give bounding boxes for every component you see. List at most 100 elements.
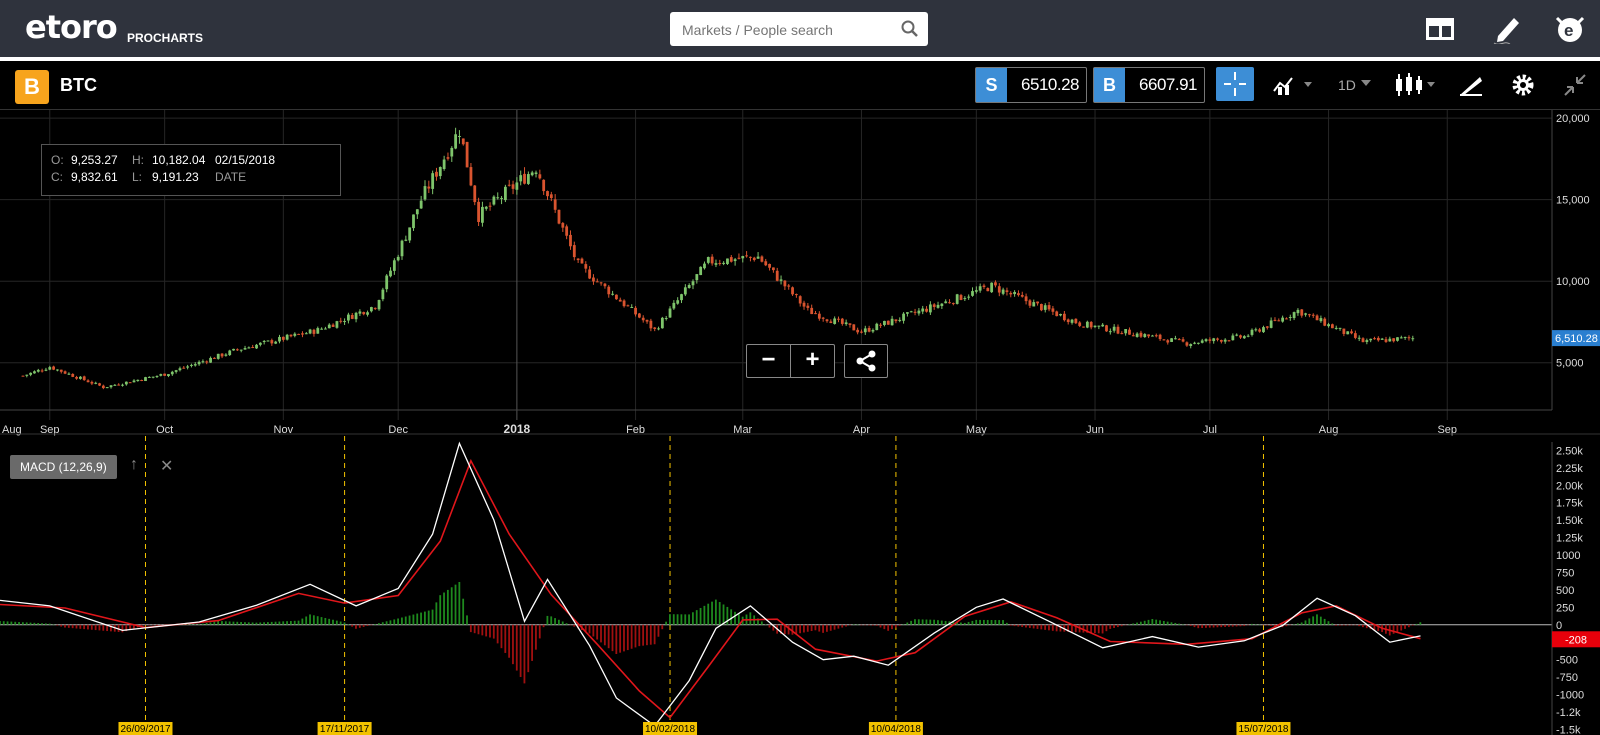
macd-remove-button[interactable]: ✕	[160, 458, 174, 475]
macd-histogram-bar	[726, 606, 729, 625]
macd-indicator-label[interactable]: MACD (12,26,9)	[10, 455, 117, 479]
candles-dropdown-icon[interactable]	[1393, 71, 1439, 99]
macd-histogram-bar	[21, 622, 24, 625]
chart-type-dropdown-icon[interactable]	[1272, 73, 1318, 97]
y-tick-label: 20,000	[1556, 113, 1590, 125]
macd-histogram-bar	[301, 618, 304, 625]
candle-body	[775, 270, 779, 281]
etoro-logo[interactable]: etoro	[25, 8, 118, 46]
candle-body	[974, 290, 978, 292]
macd-histogram-bar	[791, 624, 794, 635]
candle-body	[1288, 317, 1292, 319]
macd-histogram-bar	[14, 621, 17, 625]
candle-body	[1135, 333, 1139, 337]
sell-button[interactable]: S 6510.28	[975, 67, 1087, 103]
macd-histogram-bar	[389, 620, 392, 625]
macd-histogram-bar	[355, 624, 357, 629]
ohlc-tooltip: O: 9,253.27 H: 10,182.04 02/15/2018 C: 9…	[41, 144, 341, 196]
macd-histogram-bar	[1289, 624, 1292, 626]
macd-y-tick-label: 2.00k	[1556, 480, 1583, 492]
etoro-e-icon[interactable]: e	[1553, 12, 1587, 44]
y-tick-label: 5,000	[1556, 358, 1584, 370]
candle-body	[772, 267, 775, 271]
candle-body	[113, 384, 117, 386]
pencil-icon[interactable]	[1490, 12, 1524, 44]
search-box[interactable]	[670, 12, 928, 48]
candle-body	[1315, 315, 1319, 321]
candle-body	[1273, 319, 1277, 321]
candle-body	[1277, 320, 1281, 322]
candle-body	[140, 380, 144, 382]
macd-histogram-bar	[937, 620, 939, 625]
candle-body	[1227, 340, 1231, 342]
macd-histogram-bar	[500, 624, 503, 649]
candle-body	[833, 318, 837, 324]
drawing-tools-icon[interactable]	[1458, 73, 1484, 97]
candle-body	[392, 260, 396, 271]
buy-button[interactable]: B 6607.91	[1093, 67, 1205, 103]
macd-histogram-bar	[952, 621, 955, 625]
candle-body	[1040, 303, 1043, 311]
macd-move-up-button[interactable]: ↑	[130, 456, 138, 473]
share-button[interactable]	[844, 344, 888, 378]
zoom-out-button[interactable]: −	[747, 345, 791, 377]
settings-gear-icon[interactable]	[1510, 72, 1536, 98]
candle-body	[959, 295, 963, 300]
macd-histogram-bar	[332, 619, 334, 625]
macd-histogram-bar	[818, 624, 821, 632]
candle-body	[967, 296, 971, 298]
candle-body	[151, 376, 155, 378]
candle-body	[569, 234, 572, 247]
macd-histogram-bar	[44, 623, 47, 625]
search-icon[interactable]	[900, 19, 920, 39]
candle-body	[1017, 293, 1020, 296]
candle-body	[435, 171, 438, 177]
price-chart-area[interactable]: 20,000 15,000 10,000 5,000 Aug Sep Oct Nov Dec 20…	[0, 110, 1600, 735]
macd-histogram-bar	[1373, 624, 1376, 631]
candle-body	[1296, 309, 1300, 314]
timeframe-dropdown[interactable]: 1D	[1338, 77, 1356, 93]
candle-body	[1112, 326, 1116, 331]
macd-histogram-bar	[1005, 622, 1008, 625]
candle-body	[1074, 318, 1078, 324]
macd-histogram-bar	[144, 624, 147, 626]
macd-histogram-bar	[48, 623, 51, 625]
candle-body	[1020, 294, 1024, 297]
macd-histogram-bar	[1182, 624, 1184, 625]
candle-body	[297, 333, 301, 335]
macd-y-tick-label: 1000	[1556, 550, 1580, 562]
candle-body	[1193, 342, 1196, 344]
candle-body	[714, 263, 718, 265]
candle-body	[1013, 291, 1017, 295]
macd-histogram-bar	[18, 622, 20, 625]
candle-body	[484, 206, 488, 209]
macd-histogram-bar	[887, 624, 890, 631]
candle-body	[592, 277, 595, 282]
macd-histogram-bar	[1396, 624, 1399, 633]
candle-body	[971, 291, 974, 296]
zoom-in-button[interactable]: +	[805, 346, 820, 373]
macd-histogram-bar	[535, 624, 537, 650]
candle-body	[990, 282, 994, 293]
collapse-icon[interactable]	[1562, 72, 1588, 98]
layout-icon[interactable]	[1424, 12, 1458, 44]
candle-body	[377, 300, 381, 310]
candle-body	[1304, 313, 1307, 315]
macd-histogram-bar	[10, 621, 13, 625]
macd-histogram-bar	[462, 598, 465, 625]
candle-body	[404, 239, 408, 241]
candle-body	[1108, 331, 1112, 333]
candle-body	[879, 324, 883, 326]
candle-body	[1357, 337, 1361, 339]
candle-body	[109, 385, 113, 388]
macd-histogram-bar	[362, 624, 365, 627]
crosshair-button[interactable]	[1216, 67, 1254, 101]
macd-histogram-bar	[213, 621, 216, 625]
x-tick-label: 2018	[504, 422, 531, 436]
candle-body	[1353, 333, 1357, 338]
macd-histogram-bar	[339, 621, 342, 625]
search-input[interactable]	[680, 12, 894, 48]
candle-body	[695, 274, 699, 281]
candle-body	[1147, 334, 1151, 337]
candle-body	[1166, 340, 1170, 343]
